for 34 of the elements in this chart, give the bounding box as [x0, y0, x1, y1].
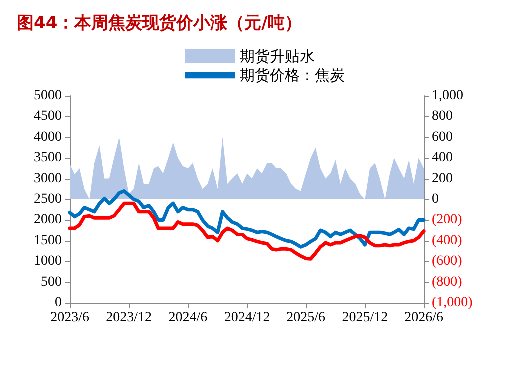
y2-tick-label: 600	[432, 130, 453, 145]
x-tick-label: 2024/6	[168, 310, 208, 326]
x-tick-label: 2024/12	[224, 310, 270, 326]
x-tick-label: 2023/6	[50, 310, 90, 326]
x-tick-label: 2025/6	[286, 310, 326, 326]
y2-tick-label: 400	[432, 150, 453, 166]
line-series	[68, 202, 426, 261]
y-tick-label: 1500	[34, 233, 62, 248]
y-tick-label: 2000	[34, 212, 62, 228]
y-tick-label: 3500	[34, 150, 62, 166]
y-tick-label: 4000	[34, 130, 62, 145]
y-tick-label: 0	[55, 296, 62, 310]
y2-tick-label: 1,000	[432, 88, 464, 104]
x-tick-label: 2026/6	[404, 310, 444, 326]
x-tick-label: 2025/12	[342, 310, 388, 326]
y-tick-label: 5000	[34, 88, 62, 104]
y-tick-label: 1000	[34, 254, 62, 270]
legend-label: 期货升贴水	[240, 48, 315, 66]
y-tick-label: 3000	[34, 171, 62, 186]
line-series	[68, 189, 426, 249]
y2-tick-label: (600)	[432, 254, 463, 270]
y2-tick-label: (1,000)	[432, 296, 474, 310]
y-tick-label: 2500	[34, 192, 62, 207]
y2-tick-label: (200)	[432, 212, 463, 228]
y2-tick-label: 800	[432, 109, 453, 124]
chart-title: 图44：本周焦炭现货价小涨（元/吨）	[17, 14, 302, 34]
legend-label: 期货价格：焦炭	[240, 66, 345, 84]
y2-tick-label: (800)	[432, 274, 463, 290]
y2-tick-label: 0	[432, 192, 439, 207]
y-tick-label: 500	[41, 274, 62, 290]
y-tick-label: 4500	[34, 109, 62, 124]
x-tick-label: 2023/12	[106, 310, 152, 326]
y2-tick-label: (400)	[432, 233, 463, 248]
y2-tick-label: 200	[432, 171, 453, 186]
